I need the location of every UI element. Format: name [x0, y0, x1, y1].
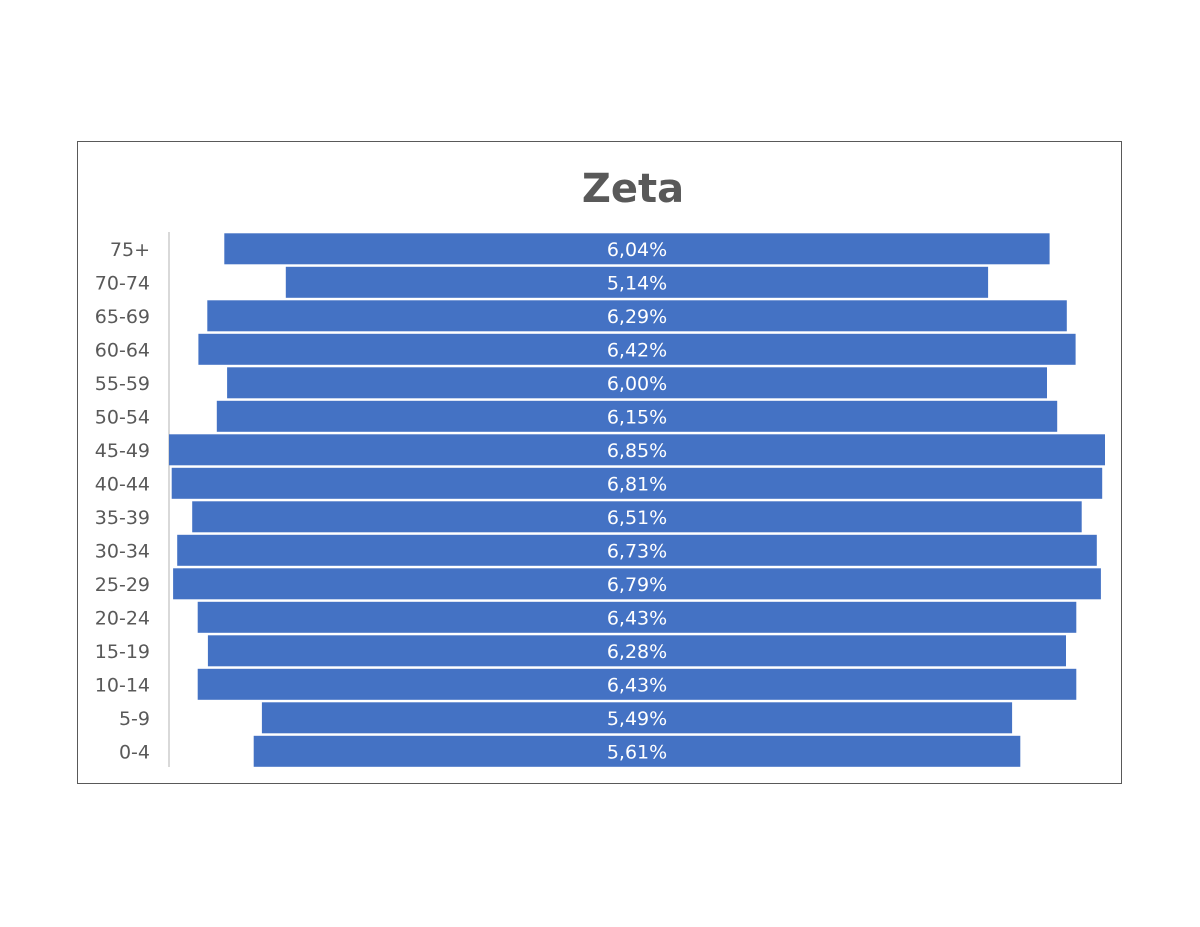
data-label-55-59: 6,00%: [607, 373, 667, 395]
data-label-50-54: 6,15%: [607, 406, 667, 428]
category-label-5-9: 5-9: [119, 708, 150, 730]
data-label-60-64: 6,42%: [607, 339, 667, 361]
data-label-10-14: 6,43%: [607, 674, 667, 696]
data-label-5-9: 5,49%: [607, 708, 667, 730]
labels-layer: 75+ 6,04% 70-74 5,14% 65-69 6,29% 60-64 6,42% 55…: [95, 239, 667, 763]
bar-0-4: [253, 735, 1021, 767]
bar-10-14: [197, 668, 1077, 700]
bar-40-44: [171, 467, 1103, 499]
bar-45-49: [169, 434, 1105, 466]
data-label-20-24: 6,43%: [607, 607, 667, 629]
category-label-60-64: 60-64: [95, 339, 150, 361]
data-label-25-29: 6,79%: [607, 574, 667, 596]
bar-15-19: [207, 635, 1066, 667]
category-label-35-39: 35-39: [95, 507, 150, 529]
category-label-30-34: 30-34: [95, 540, 150, 562]
data-label-65-69: 6,29%: [607, 306, 667, 328]
bar-25-29: [173, 568, 1101, 600]
category-label-25-29: 25-29: [95, 574, 150, 596]
bar-65-69: [207, 300, 1067, 332]
bars-layer: [169, 233, 1105, 767]
category-label-40-44: 40-44: [95, 473, 150, 495]
chart-title: Zeta: [582, 166, 684, 212]
bar-20-24: [197, 601, 1077, 633]
category-label-0-4: 0-4: [119, 741, 150, 763]
data-label-35-39: 6,51%: [607, 507, 667, 529]
category-label-70-74: 70-74: [95, 272, 150, 294]
data-label-70-74: 5,14%: [607, 272, 667, 294]
category-label-45-49: 45-49: [95, 440, 150, 462]
bar-55-59: [227, 367, 1048, 399]
data-label-45-49: 6,85%: [607, 440, 667, 462]
category-label-15-19: 15-19: [95, 641, 150, 663]
data-label-15-19: 6,28%: [607, 641, 667, 663]
data-label-40-44: 6,81%: [607, 473, 667, 495]
category-label-55-59: 55-59: [95, 373, 150, 395]
category-label-75plus: 75+: [110, 239, 150, 261]
bar-75plus: [224, 233, 1050, 265]
bar-35-39: [192, 501, 1082, 533]
category-label-10-14: 10-14: [95, 674, 150, 696]
bar-30-34: [177, 534, 1097, 566]
data-label-0-4: 5,61%: [607, 741, 667, 763]
bar-5-9: [261, 702, 1013, 734]
bar-70-74: [285, 266, 989, 298]
category-label-20-24: 20-24: [95, 607, 150, 629]
category-label-50-54: 50-54: [95, 406, 150, 428]
data-label-30-34: 6,73%: [607, 540, 667, 562]
category-label-65-69: 65-69: [95, 306, 150, 328]
data-label-75plus: 6,04%: [607, 239, 667, 261]
bar-60-64: [198, 333, 1076, 365]
bar-50-54: [216, 400, 1058, 432]
